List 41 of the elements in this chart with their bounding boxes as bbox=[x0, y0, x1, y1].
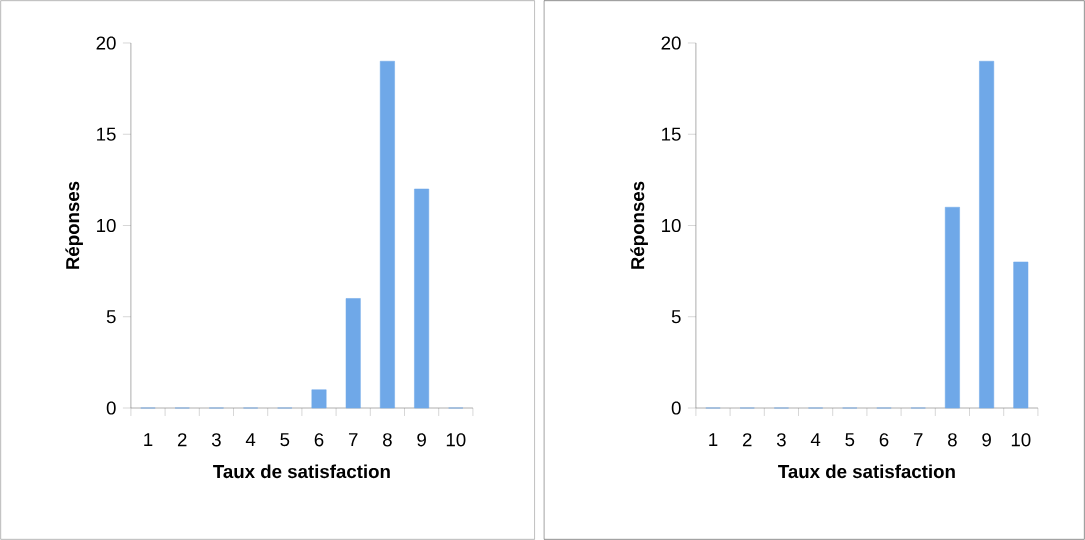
bar bbox=[414, 188, 430, 409]
x-tick-label: 7 bbox=[913, 433, 923, 446]
y-tick-label: 10 bbox=[662, 218, 681, 233]
x-tick-label: 10 bbox=[1011, 433, 1031, 447]
y-tick-label: 20 bbox=[96, 36, 116, 50]
bar bbox=[379, 60, 395, 409]
y-tick-label: 0 bbox=[106, 401, 116, 415]
x-axis-title: Taux de satisfaction bbox=[778, 464, 955, 479]
bar bbox=[1013, 261, 1029, 409]
x-tick-label: 5 bbox=[845, 433, 855, 447]
y-tick-label: 15 bbox=[662, 127, 681, 141]
bar bbox=[345, 298, 361, 409]
x-tick-label: 5 bbox=[280, 433, 290, 447]
x-tick-label: 4 bbox=[245, 433, 256, 446]
x-tick-label: 3 bbox=[776, 433, 786, 447]
x-tick-label: 1 bbox=[709, 433, 718, 446]
x-tick-label: 3 bbox=[211, 433, 221, 447]
x-tick-label: 8 bbox=[383, 433, 392, 447]
x-tick-label: 4 bbox=[810, 433, 821, 446]
x-tick-label: 2 bbox=[177, 433, 187, 447]
y-tick-label: 20 bbox=[661, 36, 681, 50]
y-tick-label: 5 bbox=[106, 310, 116, 324]
x-tick-label: 2 bbox=[742, 433, 752, 447]
x-axis-title: Taux de satisfaction bbox=[213, 464, 390, 479]
y-tick-label: 10 bbox=[97, 218, 116, 233]
x-tick-label: 9 bbox=[982, 433, 991, 447]
y-axis-title: Réponses bbox=[65, 181, 83, 269]
x-tick-label: 8 bbox=[948, 433, 957, 447]
y-tick-label: 15 bbox=[97, 127, 116, 141]
y-tick-label: 5 bbox=[671, 310, 681, 324]
bar bbox=[944, 206, 960, 409]
y-tick-label: 0 bbox=[671, 401, 681, 415]
bar bbox=[979, 60, 995, 409]
x-tick-label: 10 bbox=[446, 433, 466, 447]
x-tick-label: 1 bbox=[144, 433, 153, 446]
bar bbox=[311, 389, 327, 409]
x-tick-label: 9 bbox=[417, 433, 426, 447]
y-axis-title: Réponses bbox=[630, 181, 648, 269]
x-tick-label: 6 bbox=[879, 433, 889, 447]
x-tick-label: 6 bbox=[314, 433, 324, 447]
x-tick-label: 7 bbox=[348, 433, 358, 446]
